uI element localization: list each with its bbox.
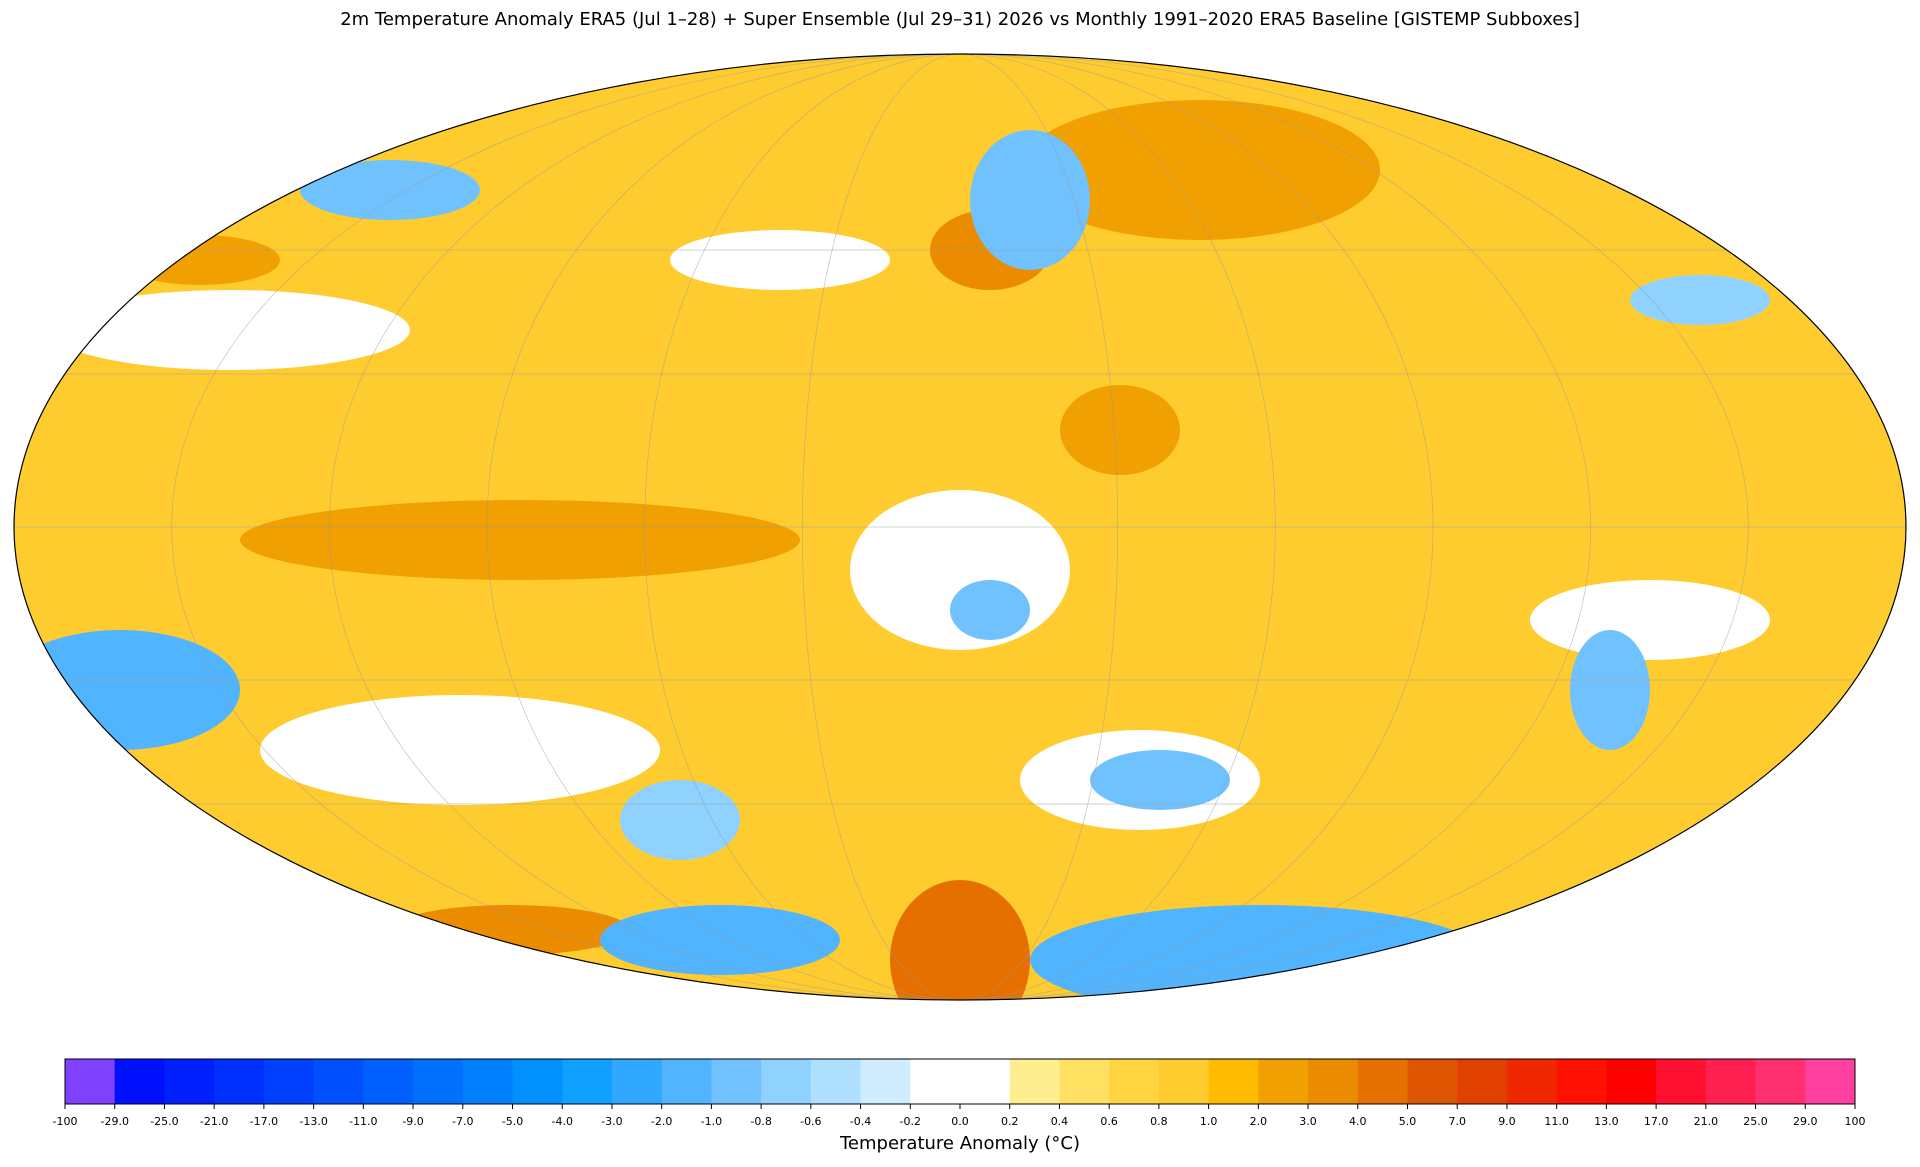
- colorbar-tick-label: 29.0: [1793, 1115, 1818, 1128]
- colorbar-tick-label: -1.0: [701, 1115, 722, 1128]
- colorbar-bin: [711, 1059, 762, 1104]
- colorbar-tick-label: 1.0: [1200, 1115, 1218, 1128]
- colorbar-tick-label: -9.0: [402, 1115, 423, 1128]
- colorbar-bin: [313, 1059, 364, 1104]
- colorbar-tick-label: -5.0: [502, 1115, 523, 1128]
- colorbar-bin: [960, 1059, 1011, 1104]
- colorbar-bin: [1506, 1059, 1558, 1104]
- colorbar-bin: [910, 1059, 961, 1104]
- colorbar-bin: [214, 1059, 265, 1104]
- colorbar-bin: [1059, 1059, 1110, 1104]
- colorbar-bin: [1656, 1059, 1707, 1104]
- colorbar-tick-label: 3.0: [1299, 1115, 1317, 1128]
- colorbar-bin: [1258, 1059, 1309, 1104]
- colorbar-bin: [1606, 1059, 1657, 1104]
- colorbar-tick-label: -2.0: [651, 1115, 672, 1128]
- colorbar-bin: [1407, 1059, 1458, 1104]
- colorbar-tick-label: -3.0: [601, 1115, 622, 1128]
- colorbar-tick-label: 4.0: [1349, 1115, 1367, 1128]
- colorbar-tick-label: 2.0: [1250, 1115, 1268, 1128]
- colorbar-bin: [1556, 1059, 1607, 1104]
- colorbar-bin: [65, 1059, 116, 1104]
- colorbar-tick-label: -0.4: [850, 1115, 871, 1128]
- colorbar-bin: [1158, 1059, 1210, 1104]
- colorbar-tick-label: 17.0: [1644, 1115, 1669, 1128]
- colorbar-tick-label: -0.8: [750, 1115, 771, 1128]
- colorbar-bin: [1705, 1059, 1757, 1104]
- colorbar-bin: [1805, 1059, 1856, 1104]
- colorbar-label: Temperature Anomaly (°C): [839, 1133, 1080, 1154]
- colorbar-bin: [164, 1059, 215, 1104]
- colorbar-bin: [413, 1059, 464, 1104]
- colorbar-bin: [263, 1059, 315, 1104]
- colorbar-tick-label: 11.0: [1544, 1115, 1569, 1128]
- colorbar-bin: [562, 1059, 613, 1104]
- colorbar-tick-label: 0.4: [1051, 1115, 1069, 1128]
- colorbar-tick-label: 0.0: [951, 1115, 969, 1128]
- colorbar-bin: [363, 1059, 414, 1104]
- colorbar-bin: [761, 1059, 812, 1104]
- colorbar-bin: [1208, 1059, 1259, 1104]
- colorbar-tick-label: -29.0: [100, 1115, 128, 1128]
- colorbar-tick-label: -13.0: [299, 1115, 327, 1128]
- colorbar-tick-label: -25.0: [150, 1115, 178, 1128]
- colorbar-bin: [611, 1059, 663, 1104]
- map: [14, 54, 1906, 1000]
- colorbar: -100 -29.0 -25.0 -21.0 -17.0 -13.0 -11.0 -9.0 -7…: [53, 1058, 1866, 1154]
- colorbar-bin: [1308, 1059, 1359, 1104]
- colorbar-tick-label: -4.0: [551, 1115, 572, 1128]
- colorbar-tick-label: -0.2: [900, 1115, 921, 1128]
- colorbar-tick-label: 7.0: [1448, 1115, 1466, 1128]
- colorbar-tick-label: 100: [1845, 1115, 1866, 1128]
- colorbar-tick-label: 21.0: [1694, 1115, 1719, 1128]
- colorbar-tick-label: 0.6: [1100, 1115, 1118, 1128]
- chart-title: 2m Temperature Anomaly ERA5 (Jul 1–28) +…: [340, 9, 1580, 30]
- colorbar-tick-label: -21.0: [200, 1115, 228, 1128]
- colorbar-tick-label: 5.0: [1399, 1115, 1417, 1128]
- colorbar-bin: [512, 1059, 563, 1104]
- colorbar-bin: [1109, 1059, 1160, 1104]
- colorbar-bin: [661, 1059, 712, 1104]
- colorbar-tick-label: -11.0: [349, 1115, 377, 1128]
- colorbar-bin: [1457, 1059, 1508, 1104]
- colorbar-bin: [1357, 1059, 1408, 1104]
- colorbar-tick-label: 0.2: [1001, 1115, 1019, 1128]
- colorbar-tick-label: 9.0: [1498, 1115, 1516, 1128]
- colorbar-tick-label: -17.0: [250, 1115, 278, 1128]
- colorbar-bin: [1009, 1059, 1060, 1104]
- colorbar-tick-label: 0.8: [1150, 1115, 1168, 1128]
- colorbar-tick-label: -0.6: [800, 1115, 821, 1128]
- colorbar-tick-label: -7.0: [452, 1115, 473, 1128]
- colorbar-bin: [114, 1059, 165, 1104]
- colorbar-tick-label: 13.0: [1594, 1115, 1619, 1128]
- colorbar-tick-label: -100: [53, 1115, 78, 1128]
- colorbar-bin: [1755, 1059, 1806, 1104]
- colorbar-bin: [462, 1059, 513, 1104]
- colorbar-tick-label: 25.0: [1743, 1115, 1768, 1128]
- map-outline: [13, 53, 1907, 1001]
- colorbar-bin: [810, 1059, 862, 1104]
- colorbar-bin: [860, 1059, 911, 1104]
